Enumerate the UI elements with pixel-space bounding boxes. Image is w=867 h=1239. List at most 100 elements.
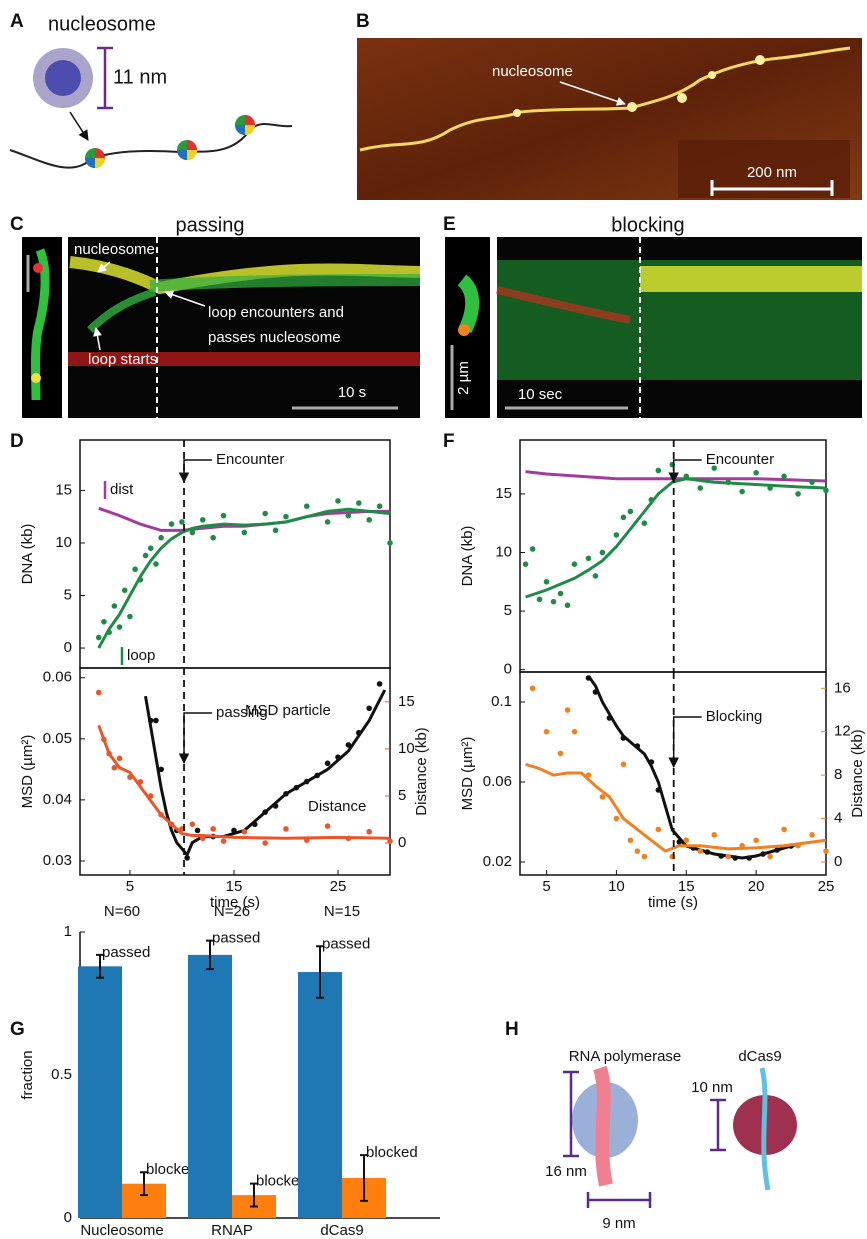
data-point [220,838,227,844]
data-point [387,540,393,546]
event-label: Blocking [706,708,763,725]
data-point [620,761,627,768]
data-point [760,851,766,857]
data-point [543,728,550,735]
data-point [241,529,248,536]
x-tick-label: 10 [608,878,625,895]
data-point [111,764,118,771]
panel-letter: G [10,1019,25,1040]
data-point [376,503,383,509]
panel-title: nucleosome [48,13,156,35]
error-bar [316,945,324,999]
data-point [293,784,300,791]
error-bar [360,1154,368,1202]
data-point [599,794,606,800]
data-point [355,729,362,736]
x-tick-label: 5 [542,878,550,895]
image-label: loop starts [88,351,157,368]
data-point [767,485,773,491]
data-point [345,835,352,842]
error-bar [96,953,104,979]
x-axis-label: time (s) [210,894,260,911]
data-point [366,517,372,523]
y-tick-label: 10 [55,534,72,551]
data-point [557,750,564,757]
y-tick-label: 0.04 [43,791,72,808]
event-arrow [178,459,213,484]
structure-illustration [563,1065,797,1208]
data-point [809,479,815,485]
series-label: passed [212,930,260,947]
data-point [272,803,279,809]
data-point [725,479,731,485]
image-label: nucleosome [74,241,155,258]
data-point [335,498,341,504]
y2-axis-label: Distance (kb) [849,729,866,817]
panel-letter: B [356,11,370,32]
data-point [116,624,123,630]
data-point [627,508,634,515]
scale-label: 2 µm [455,361,472,395]
y2-tick-label: 0 [834,853,842,870]
data-point [620,735,627,741]
data-point [95,634,102,641]
panel-letter: A [10,11,24,32]
series-label: loop [127,647,155,664]
data-point [781,473,787,480]
data-point [823,487,829,494]
data-point [262,840,268,846]
y-tick-label: 0.5 [51,1066,72,1083]
data-point [262,809,268,815]
data-point [303,837,310,843]
data-point [137,576,144,583]
data-point [641,520,648,526]
panel-title: passing [176,214,245,236]
data-point [683,837,690,844]
data-point [732,855,738,861]
data-point [142,552,149,559]
data-point [620,514,627,521]
y2-tick-label: 10 [398,740,415,757]
data-point [210,826,216,832]
kymograph-image [22,237,421,418]
data-point [641,853,648,860]
data-point [106,750,112,757]
y-tick-label: 0.06 [43,669,72,686]
image-label: passes nucleosome [208,329,341,346]
bar [188,954,232,1218]
sample-size: N=60 [104,903,140,920]
data-point [303,778,310,785]
data-point [345,512,352,519]
kymograph-image [445,237,862,418]
data-point [774,847,780,853]
structure-label: RNA polymerase [569,1048,682,1065]
plot-frame [79,667,391,876]
data-point [262,510,268,517]
plot-frame [79,439,391,669]
data-point [529,685,536,692]
data-point [283,790,289,797]
data-point [324,823,331,829]
image-label: loop encounters and [208,304,344,321]
y-tick-label: 15 [495,485,512,502]
y-axis-label: MSD (µm²) [459,737,476,811]
structure-label: dCas9 [738,1048,781,1065]
scale-label: 9 nm [602,1215,635,1232]
x-tick-label: 15 [226,878,243,895]
panel-letter: F [443,431,455,452]
data-point [739,488,745,495]
event-label: Encounter [216,451,284,468]
series-line [525,477,827,599]
data-point [767,853,773,860]
y-tick-label: 0.06 [483,773,512,790]
data-point [101,618,107,625]
series-label: passed [102,944,150,961]
data-point [95,689,102,696]
y2-tick-label: 4 [834,810,842,827]
data-point [725,853,731,860]
series-label: blocked [366,1144,418,1161]
event-arrow [668,459,702,484]
y2-tick-label: 8 [834,766,842,783]
data-point [522,561,529,568]
x-tick-label: 15 [678,878,695,895]
